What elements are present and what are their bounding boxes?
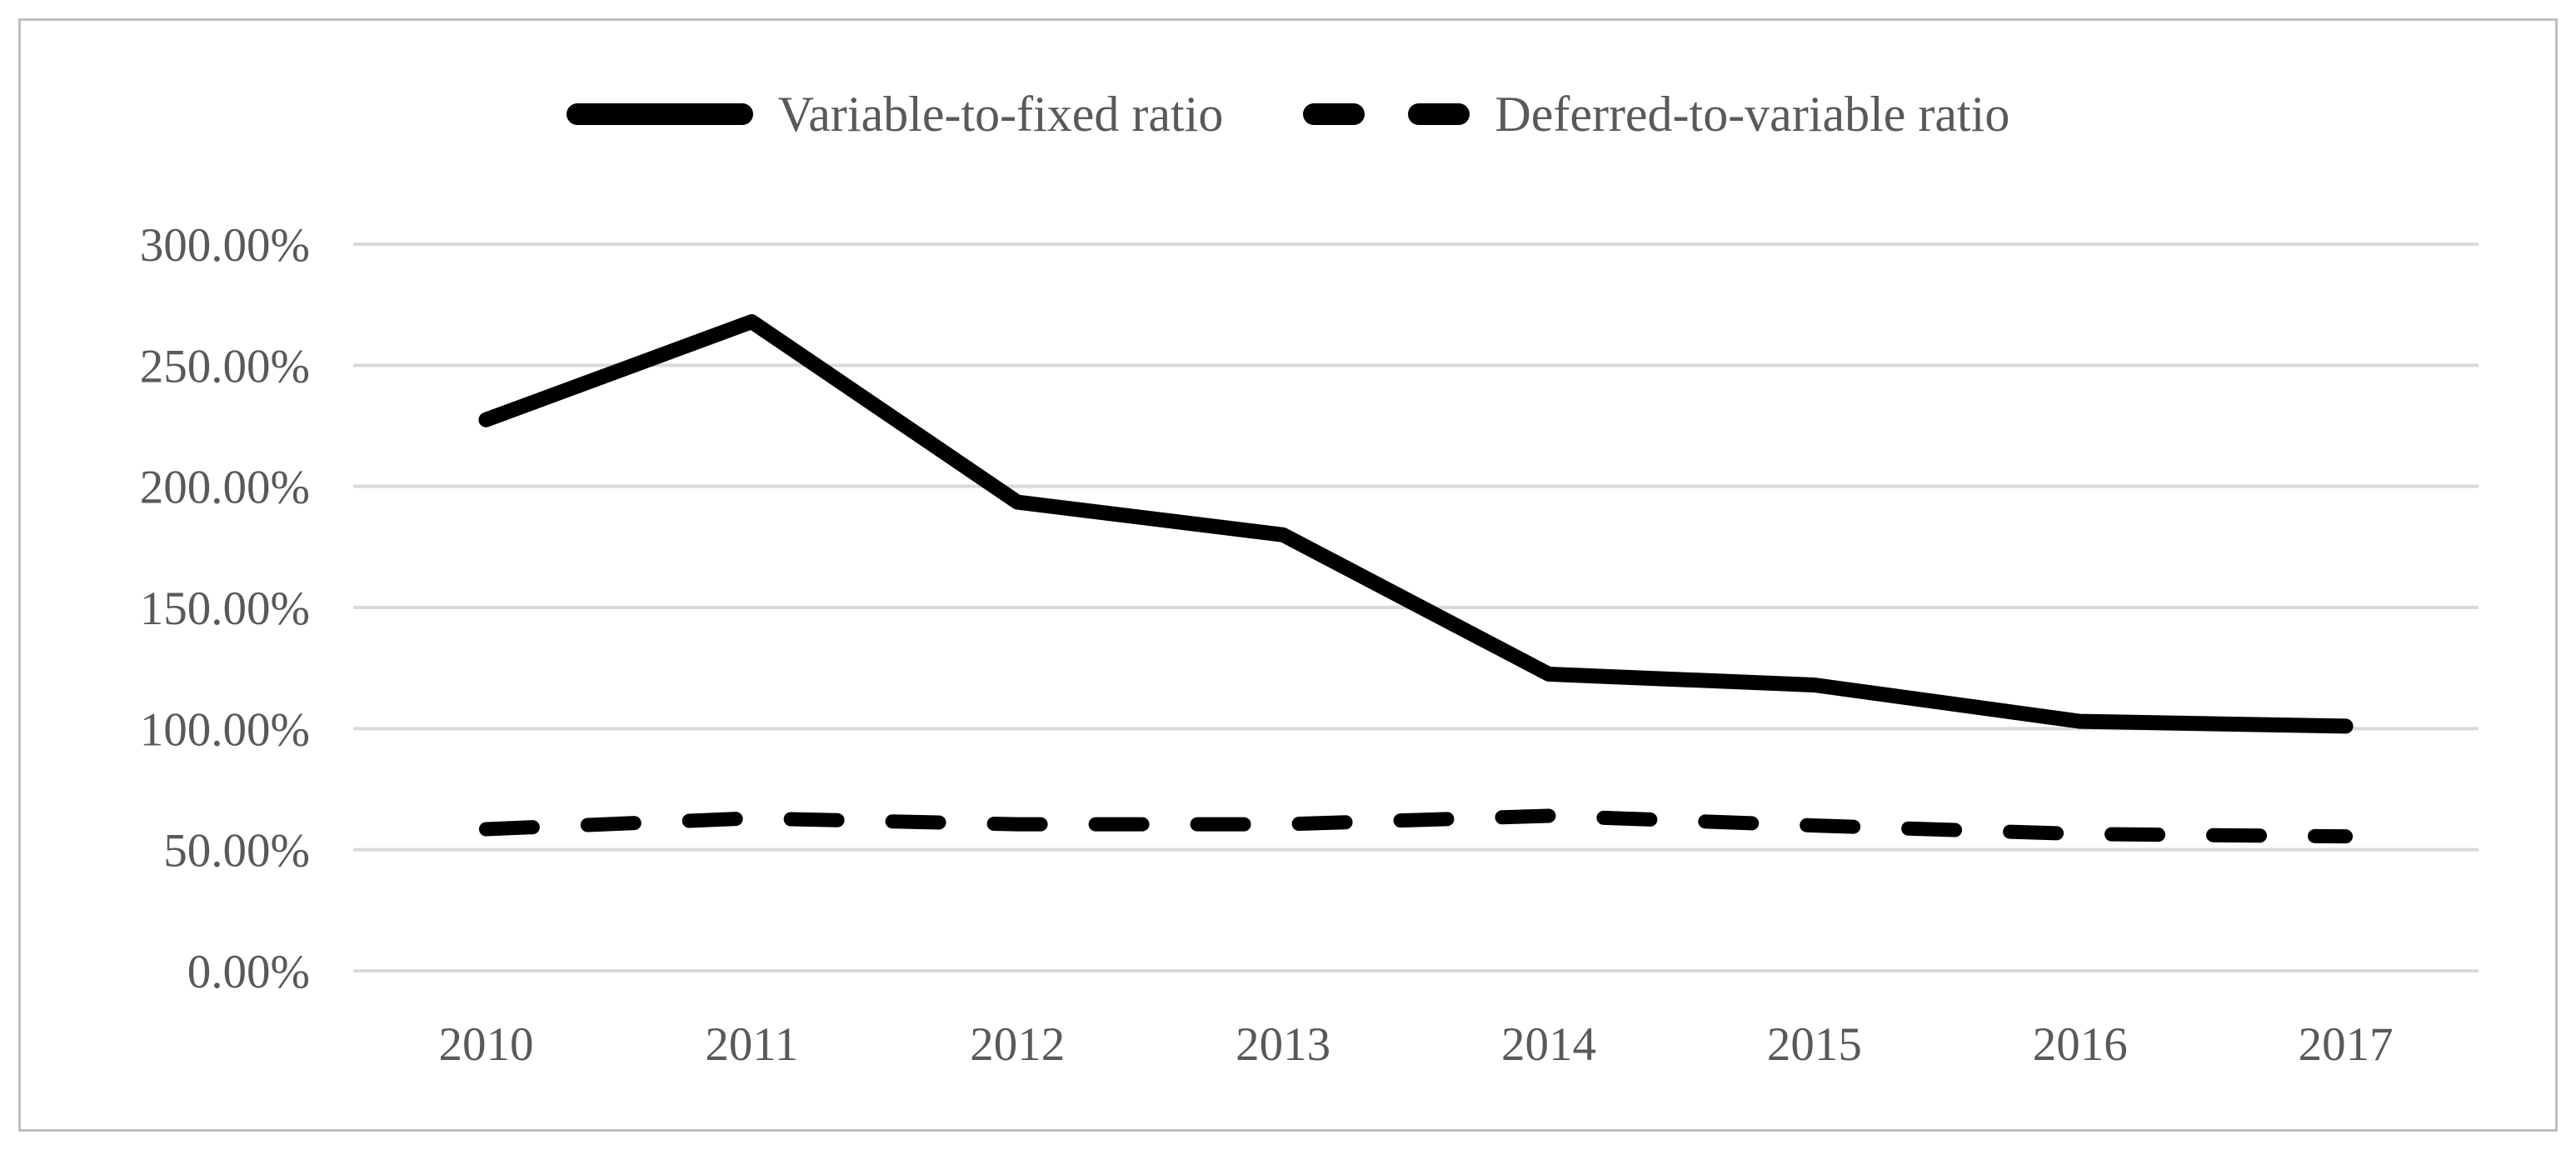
y-tick-label: 150.00% xyxy=(140,582,310,635)
legend-item-deferred-to-variable[interactable]: Deferred-to-variable ratio xyxy=(1303,89,2009,139)
y-tick-label: 250.00% xyxy=(140,340,310,392)
x-tick-label: 2010 xyxy=(438,1018,533,1071)
x-tick-label: 2013 xyxy=(1236,1018,1330,1071)
y-tick-label: 0.00% xyxy=(187,946,310,998)
x-tick-label: 2011 xyxy=(705,1018,798,1071)
x-axis-tick-labels: 2010 2011 2012 2013 2014 2015 2016 2017 xyxy=(438,1018,2393,1071)
chart-legend: Variable-to-fixed ratio Deferred-to-vari… xyxy=(0,77,2576,152)
series-lines xyxy=(478,314,2354,844)
series-line-dashed xyxy=(478,808,2354,844)
x-tick-label: 2017 xyxy=(2299,1018,2394,1071)
y-axis-tick-labels: 0.00% 50.00% 100.00% 150.00% 200.00% 250.00% 3… xyxy=(140,219,310,998)
chart-outer-frame xyxy=(18,18,2558,1132)
x-tick-label: 2014 xyxy=(1501,1018,1596,1071)
y-tick-label: 300.00% xyxy=(140,219,310,272)
series-line-solid xyxy=(478,314,2354,734)
x-tick-label: 2015 xyxy=(1767,1018,1862,1071)
y-tick-label: 50.00% xyxy=(163,825,310,878)
x-tick-label: 2012 xyxy=(970,1018,1065,1071)
y-tick-label: 100.00% xyxy=(140,703,310,756)
dash-segment xyxy=(1408,103,1470,125)
y-tick-label: 200.00% xyxy=(140,462,310,514)
legend-label-deferred-to-variable: Deferred-to-variable ratio xyxy=(1495,87,2010,142)
dashed-line-swatch-icon xyxy=(1303,103,1470,125)
x-tick-label: 2016 xyxy=(2033,1018,2128,1071)
solid-line-swatch-icon xyxy=(566,103,753,125)
legend-label-variable-to-fixed: Variable-to-fixed ratio xyxy=(777,87,1224,142)
dash-segment xyxy=(1303,103,1365,125)
legend-item-variable-to-fixed[interactable]: Variable-to-fixed ratio xyxy=(566,87,1224,142)
